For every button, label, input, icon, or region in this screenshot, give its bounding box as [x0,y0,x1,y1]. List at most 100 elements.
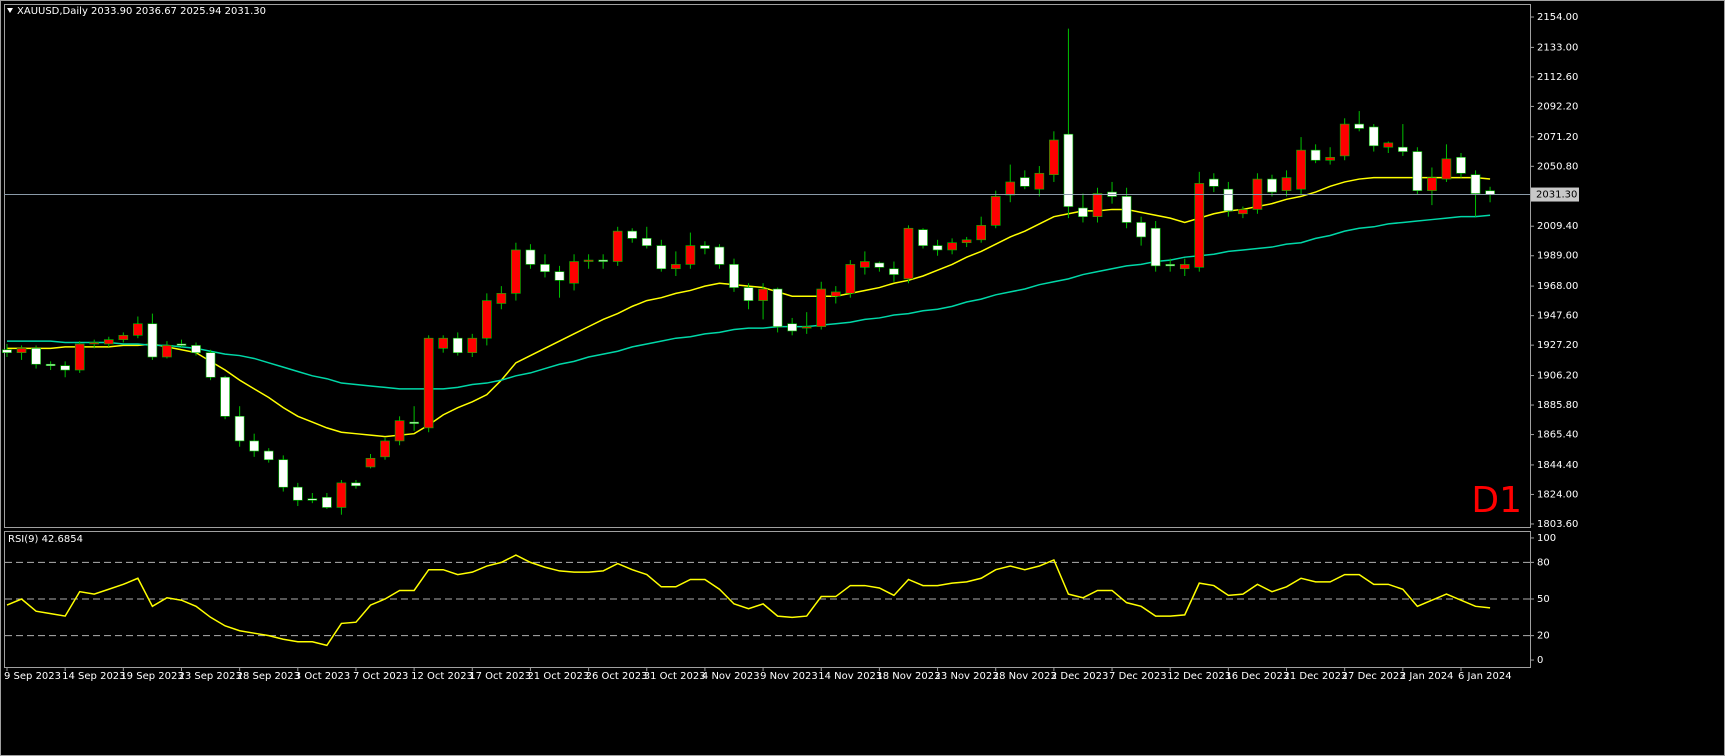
x-tick-label: 14 Nov 2023 [818,671,882,682]
y-tick-label: 1844.40 [1537,460,1578,471]
candle-body [743,287,754,301]
candle-body [874,262,885,268]
candle-body [292,486,303,501]
candle-body [380,440,390,458]
candle-body [1368,126,1379,147]
candle-body [1339,123,1350,157]
candle-body [1456,157,1466,174]
candle-body [700,245,710,249]
y-tick-label: 1865.40 [1537,430,1578,441]
rsi-line [6,554,1491,647]
x-tick-label: 2 Dec 2023 [1051,671,1109,682]
collapse-arrow [7,8,13,13]
candle-body [336,482,347,508]
candle-body [714,246,725,265]
candle-body [511,249,521,294]
y-tick-label: 1968.00 [1537,281,1578,292]
chart-title: XAUUSD,Daily 2033.90 2036.67 2025.94 203… [17,6,266,17]
candle-body [31,348,41,365]
x-tick-label: 14 Sep 2023 [62,671,125,682]
y-tick-label: 2133.00 [1537,42,1578,53]
candle-body [1470,174,1481,194]
candle-body [351,482,361,487]
candle-body [525,249,536,265]
candle-body [176,343,187,346]
x-tick-label: 16 Dec 2023 [1225,671,1289,682]
candle-body [162,345,172,358]
candle-body [60,365,70,371]
candle-body [74,343,85,371]
y-tick-label: 1824.00 [1537,489,1578,500]
candle-body [1310,149,1321,161]
x-tick-label: 21 Oct 2023 [527,671,589,682]
y-tick-label: 2050.80 [1537,161,1578,172]
candle-body [118,335,129,340]
candle-body [147,323,158,358]
candle-body [816,288,827,327]
x-tick-label: 7 Dec 2023 [1109,671,1167,682]
candle-body [1005,181,1016,196]
y-tick-label: 1885.80 [1537,400,1578,411]
candle-body [976,225,986,241]
candle-body [1325,157,1335,161]
candle-body [2,349,12,353]
candle-body [249,440,259,452]
y-tick-label: 1947.60 [1537,311,1578,322]
x-tick-label: 23 Nov 2023 [935,671,999,682]
candle-body [1427,177,1437,191]
candle-body [656,245,667,270]
candle-body [540,264,550,272]
candle-body [496,293,507,304]
candle-body [307,498,318,501]
y-tick-label: 2009.40 [1537,221,1578,232]
price-label-box [1531,187,1579,202]
candle-body [627,230,638,239]
candle-body [1441,158,1452,180]
candle-body [467,337,478,353]
candle-body [365,457,376,468]
candle-body [758,288,768,301]
candle-body [1049,139,1059,176]
candle-body [394,420,405,442]
candle-body [932,245,943,251]
candle-body [1354,123,1365,129]
candle-body [133,323,143,336]
candle-body [89,342,100,345]
candle-body [1078,207,1088,217]
y-tick-label: 1906.20 [1537,371,1578,382]
candle-body [1179,264,1190,270]
candle-body [787,323,797,332]
candle-body [1281,177,1292,191]
candle-body [409,421,419,424]
candle-body [1412,151,1423,191]
candle-body [1238,209,1248,215]
candle-body [234,416,245,442]
candle-body [772,288,783,327]
candle-body [554,271,565,281]
candle-body [685,245,696,265]
y-tick-label: 80 [1537,557,1550,568]
y-tick-label: 1989.00 [1537,251,1578,262]
candle-body [103,339,114,345]
x-tick-label: 18 Nov 2023 [876,671,940,682]
candle-body [1194,183,1205,268]
x-tick-label: 9 Nov 2023 [760,671,818,682]
x-tick-label: 17 Oct 2023 [469,671,531,682]
candle-body [598,259,608,262]
candle-body [1165,264,1175,267]
y-tick-label: 0 [1537,655,1543,666]
candle-body [438,337,449,349]
x-tick-label: 28 Sep 2023 [237,671,300,682]
candle-body [947,242,957,251]
x-tick-label: 28 Nov 2023 [993,671,1057,682]
x-tick-label: 7 Oct 2023 [353,671,408,682]
x-tick-label: 12 Dec 2023 [1167,671,1231,682]
candle-body [1296,149,1306,190]
x-tick-label: 21 Dec 2023 [1284,671,1348,682]
x-tick-label: 2 Jan 2024 [1400,671,1454,682]
candle-body [263,450,274,461]
y-tick-label: 50 [1537,594,1550,605]
candle-body [903,227,914,280]
x-tick-label: 3 Oct 2023 [295,671,350,682]
